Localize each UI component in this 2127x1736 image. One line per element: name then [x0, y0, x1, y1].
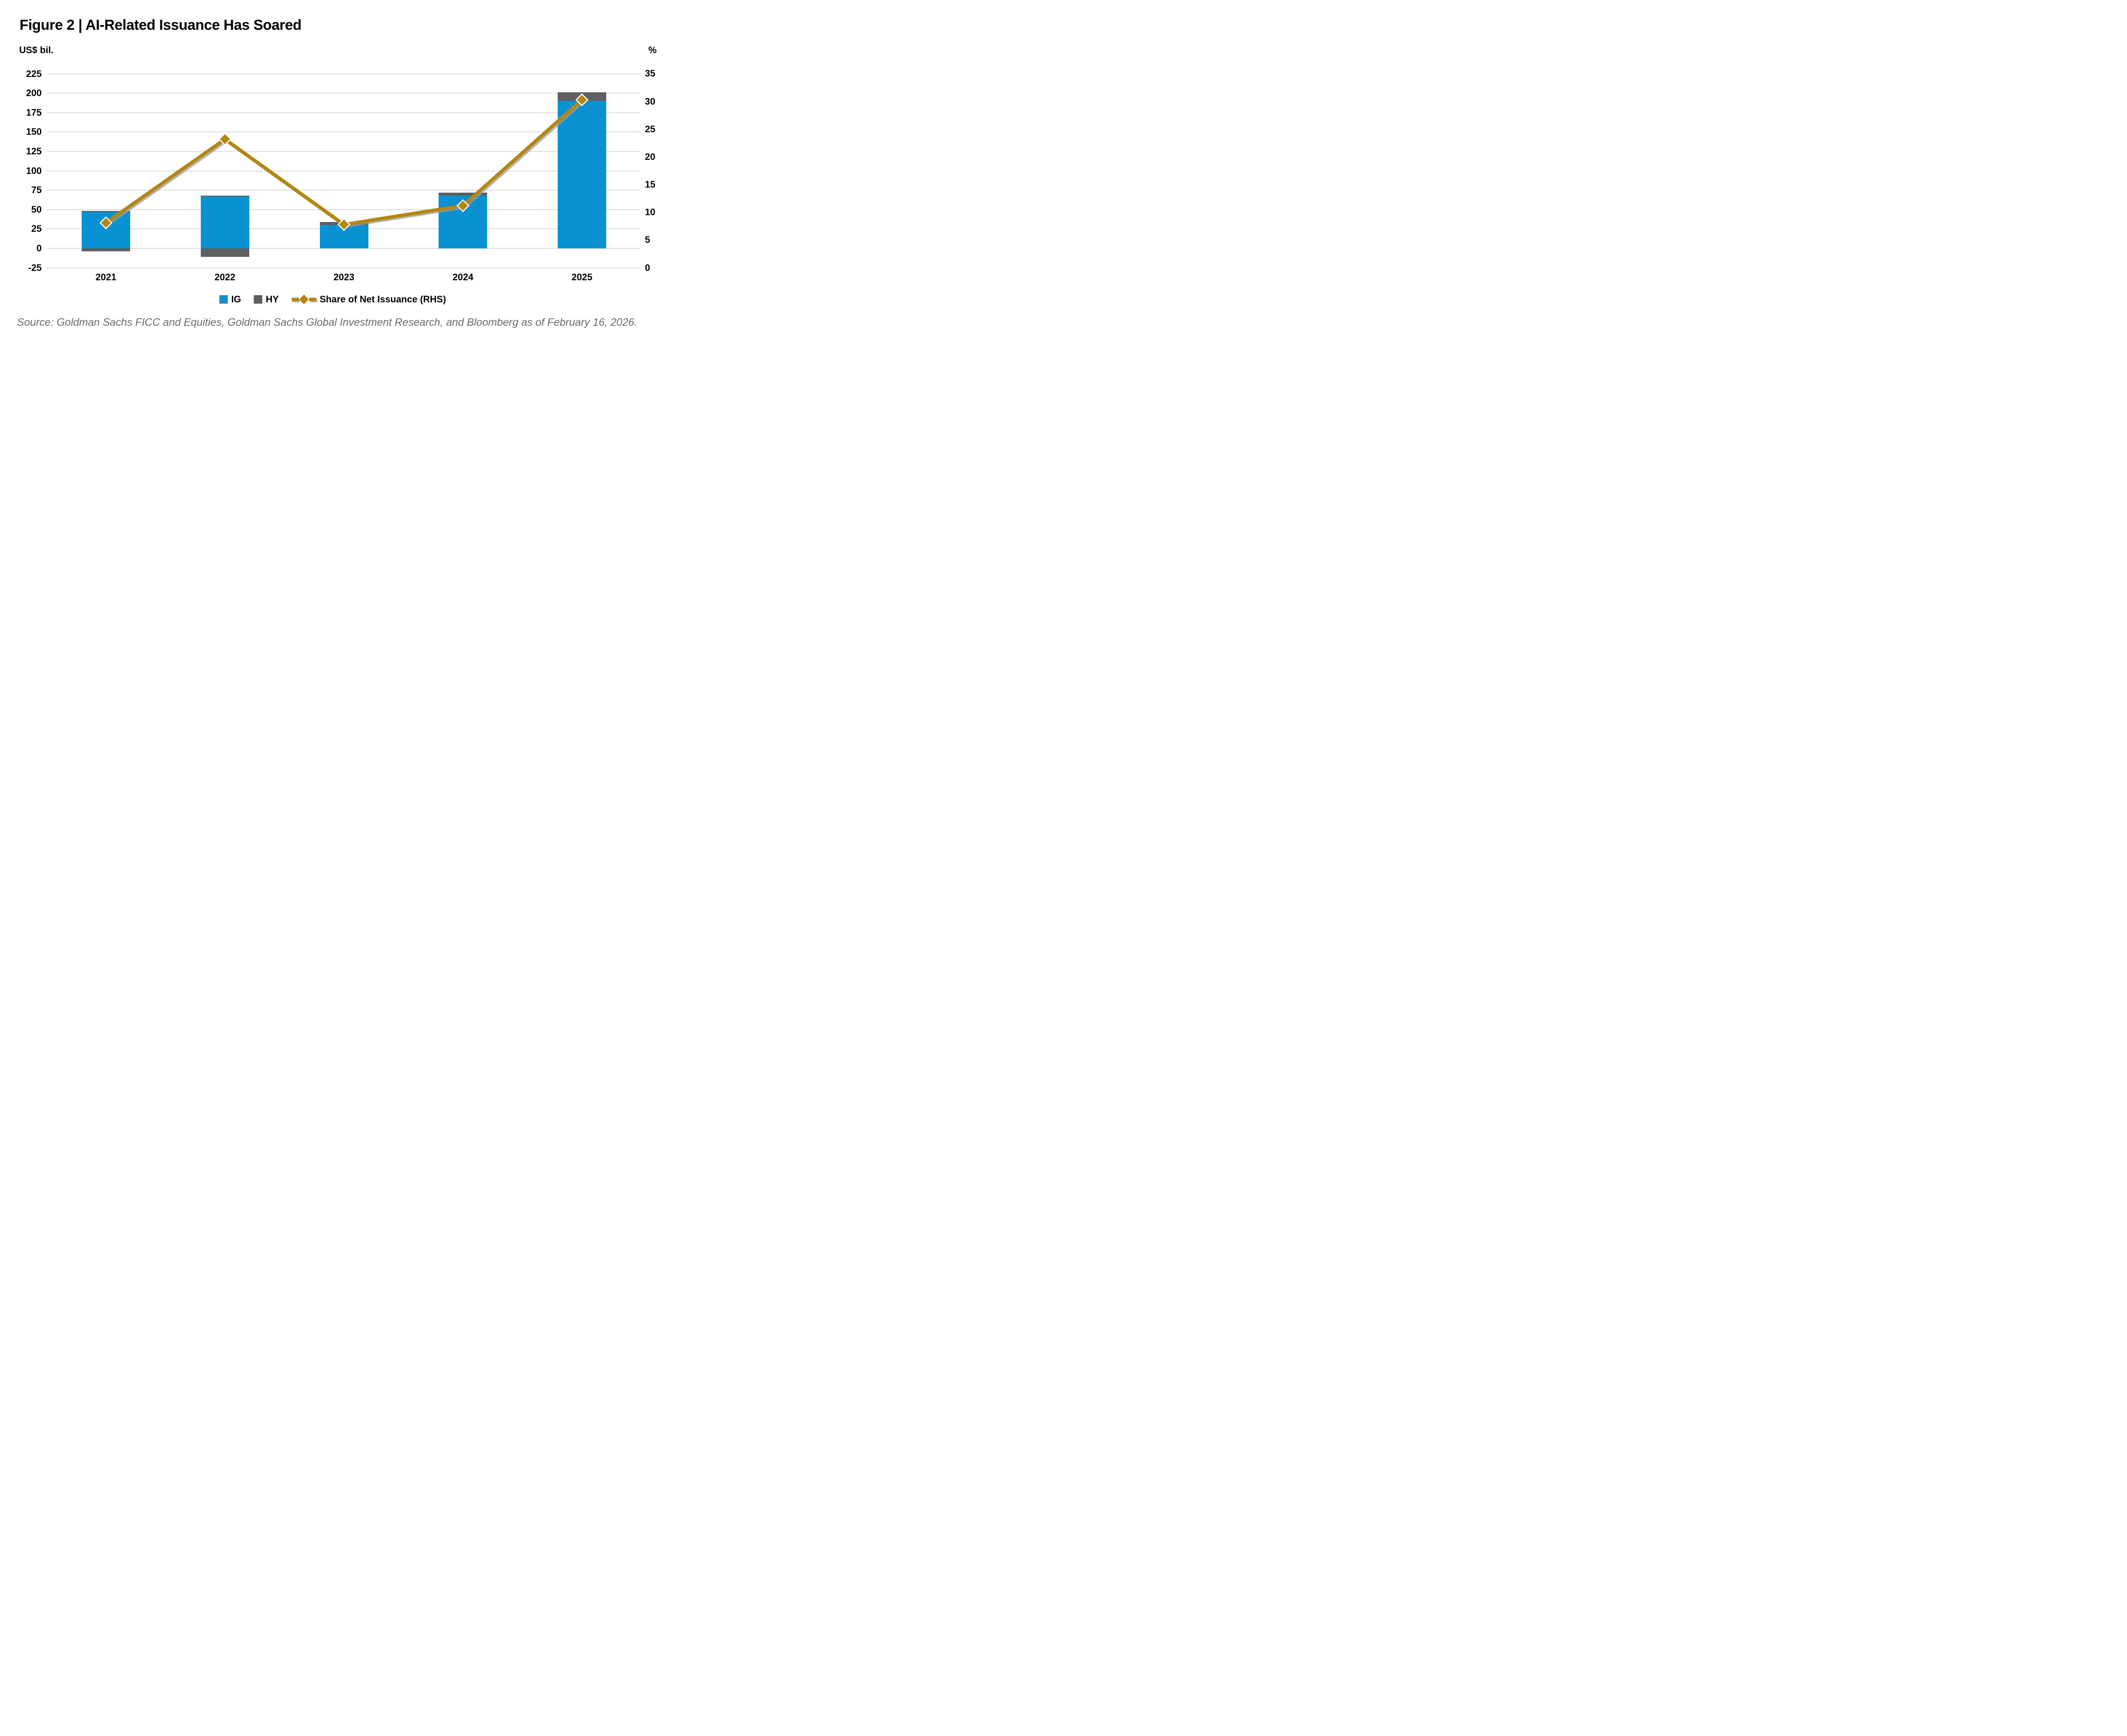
line-diamond-icon [291, 294, 316, 305]
legend-item-hy: HY [254, 294, 279, 305]
legend-label-share: Share of Net Issuance (RHS) [319, 294, 446, 305]
hy-bar-2023 [319, 222, 368, 225]
ig-bar-2025 [558, 101, 606, 248]
x-axis-label-2021: 2021 [95, 272, 117, 282]
gridline-200 [47, 93, 640, 94]
hy-swatch-icon [254, 295, 262, 304]
left-axis-tick-label: 125 [26, 146, 42, 157]
right-axis-tick-label: 0 [645, 262, 650, 273]
ig-bar-2021 [82, 211, 130, 249]
gridline-50 [47, 209, 640, 210]
ig-bar-2023 [319, 225, 368, 248]
x-axis-label-2023: 2023 [334, 272, 354, 282]
hy-bar-2022 [200, 248, 249, 257]
left-axis-unit-label: US$ bil. [19, 45, 54, 55]
left-axis-tick-label: 0 [36, 243, 42, 253]
figure-canvas: Figure 2 | AI-Related Issuance Has Soare… [0, 0, 678, 347]
legend-item-share-line: Share of Net Issuance (RHS) [291, 294, 446, 305]
right-axis-tick-label: 35 [645, 68, 656, 79]
x-axis-label-2022: 2022 [214, 272, 236, 282]
figure-title: Figure 2 | AI-Related Issuance Has Soare… [20, 17, 302, 33]
ig-bar-2024 [439, 196, 488, 248]
right-axis-tick-label: 30 [645, 96, 656, 107]
left-axis-tick-label: 225 [26, 68, 42, 79]
legend-label-hy: HY [265, 294, 279, 305]
left-axis-tick-label: 50 [31, 204, 42, 215]
source-note: Source: Goldman Sachs FICC and Equities,… [17, 316, 637, 328]
hy-bar-2024 [439, 192, 488, 196]
legend: IG HY Share of Net Issuance (RHS) [219, 294, 446, 305]
x-axis-label-2025: 2025 [571, 272, 593, 282]
right-axis-tick-label: 5 [645, 234, 650, 245]
diamond-marker-2022 [218, 132, 232, 146]
left-axis-tick-label: 100 [26, 165, 42, 176]
left-axis-tick-label: 25 [31, 223, 42, 234]
share-line-path [105, 98, 583, 227]
right-axis-tick-label: 20 [645, 151, 656, 162]
right-axis-tick-label: 15 [645, 179, 656, 190]
legend-label-ig: IG [231, 294, 241, 305]
left-axis-tick-label: 150 [26, 126, 42, 137]
hy-bar-2025 [558, 92, 606, 101]
gridline-150 [47, 131, 640, 133]
right-axis-tick-label: 10 [645, 207, 656, 218]
left-axis-tick-label: 75 [31, 185, 42, 196]
left-axis-tick-label: 200 [26, 88, 42, 99]
line-shadow [106, 100, 585, 228]
ig-swatch-icon [219, 295, 228, 304]
hy-bar-2021 [82, 248, 130, 252]
gridline-75 [47, 190, 640, 191]
legend-item-ig: IG [219, 294, 241, 305]
gridline-0 [47, 248, 640, 249]
right-axis-tick-label: 25 [645, 123, 656, 134]
ig-bar-2022 [200, 196, 249, 249]
gridline-175 [47, 112, 640, 113]
left-axis-tick-label: -25 [28, 262, 42, 273]
gridline-125 [47, 151, 640, 152]
right-axis-unit-label: % [648, 45, 657, 55]
left-axis-tick-label: 175 [26, 107, 42, 118]
x-axis-label-2024: 2024 [452, 272, 473, 282]
